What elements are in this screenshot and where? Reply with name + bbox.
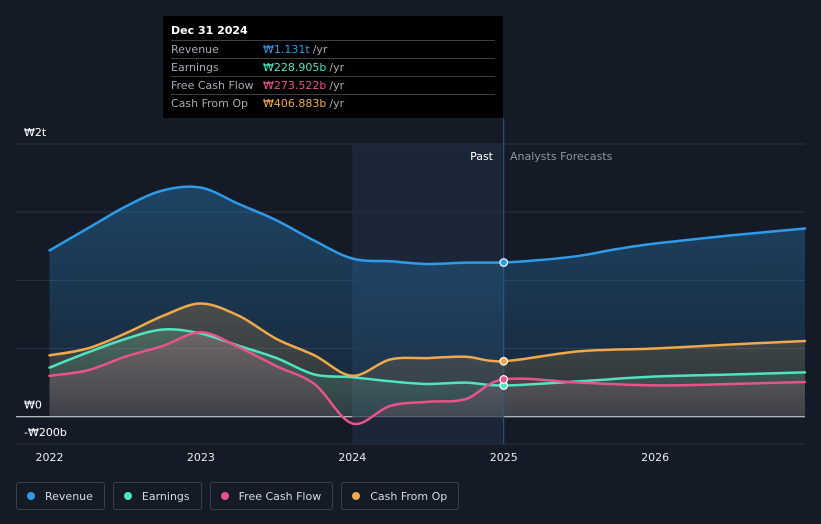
x-tick-label: 2025 — [490, 451, 518, 464]
legend: Revenue Earnings Free Cash Flow Cash From O… — [16, 482, 460, 512]
x-tick-label: 2026 — [641, 451, 669, 464]
tooltip-row-value: ₩406.883b — [263, 97, 327, 110]
y-tick-label: ₩0 — [24, 399, 42, 412]
tooltip-row: Free Cash Flow ₩273.522b/yr — [171, 76, 495, 94]
line-cash-from-op — [48, 302, 807, 378]
legend-item-revenue[interactable]: Revenue — [16, 482, 105, 510]
x-tick-label: 2023 — [187, 451, 215, 464]
legend-dot-icon — [220, 492, 229, 500]
forecast-label: Analysts Forecasts — [510, 150, 613, 163]
legend-dot-icon — [352, 492, 361, 500]
legend-item-cash-from-op[interactable]: Cash From Op — [341, 482, 460, 510]
x-tick-label: 2024 — [338, 451, 366, 464]
tooltip-row-name: Free Cash Flow — [171, 79, 254, 92]
line-free-cash-flow — [48, 330, 807, 426]
tooltip-row-value: ₩1.131t — [263, 43, 310, 56]
tooltip-markers — [499, 258, 509, 390]
legend-label: Free Cash Flow — [238, 489, 322, 503]
x-tick-label: 2022 — [36, 451, 64, 464]
tooltip-row: Revenue ₩1.131t/yr — [171, 40, 495, 58]
tooltip-row-unit: /yr — [329, 61, 345, 74]
series-lines — [48, 185, 807, 426]
tooltip-date: Dec 31 2024 — [171, 24, 248, 37]
tooltip-row-name: Cash From Op — [171, 97, 249, 110]
legend-label: Earnings — [141, 489, 190, 503]
y-tick-label: -₩200b — [24, 426, 67, 439]
marker-cash-from-op — [499, 356, 509, 366]
axis-labels: ₩2t ₩0 -₩200b 2022 2023 2024 2025 2026 — [24, 126, 669, 464]
tooltip-row-name: Earnings — [171, 61, 219, 74]
marker-revenue — [499, 258, 509, 267]
tooltip-row-value: ₩228.905b — [263, 61, 327, 74]
marker-free-cash-flow — [499, 375, 509, 384]
legend-item-earnings[interactable]: Earnings — [112, 482, 202, 510]
line-revenue — [48, 185, 807, 266]
legend-item-free-cash-flow[interactable]: Free Cash Flow — [209, 482, 334, 510]
legend-label: Cash From Op — [370, 489, 448, 503]
tooltip-row-unit: /yr — [329, 97, 345, 110]
tooltip-row-unit: /yr — [329, 79, 345, 92]
area-cash-from-op — [49, 303, 805, 417]
tooltip: Dec 31 2024 Revenue ₩1.131t/yr Earnings ₩22… — [163, 16, 503, 118]
y-tick-label: ₩2t — [24, 126, 47, 139]
tooltip-row-name: Revenue — [171, 43, 219, 56]
past-label: Past — [470, 150, 494, 163]
tooltip-row-unit: /yr — [312, 43, 328, 56]
legend-label: Revenue — [45, 489, 93, 503]
legend-dot-icon — [123, 492, 132, 500]
series-areas — [49, 186, 805, 425]
tooltip-row: Cash From Op ₩406.883b/yr — [171, 94, 495, 112]
legend-dot-icon — [27, 492, 35, 500]
line-earnings — [48, 328, 807, 387]
tooltip-row: Earnings ₩228.905b/yr — [171, 58, 495, 76]
tooltip-row-value: ₩273.522b — [263, 79, 327, 92]
